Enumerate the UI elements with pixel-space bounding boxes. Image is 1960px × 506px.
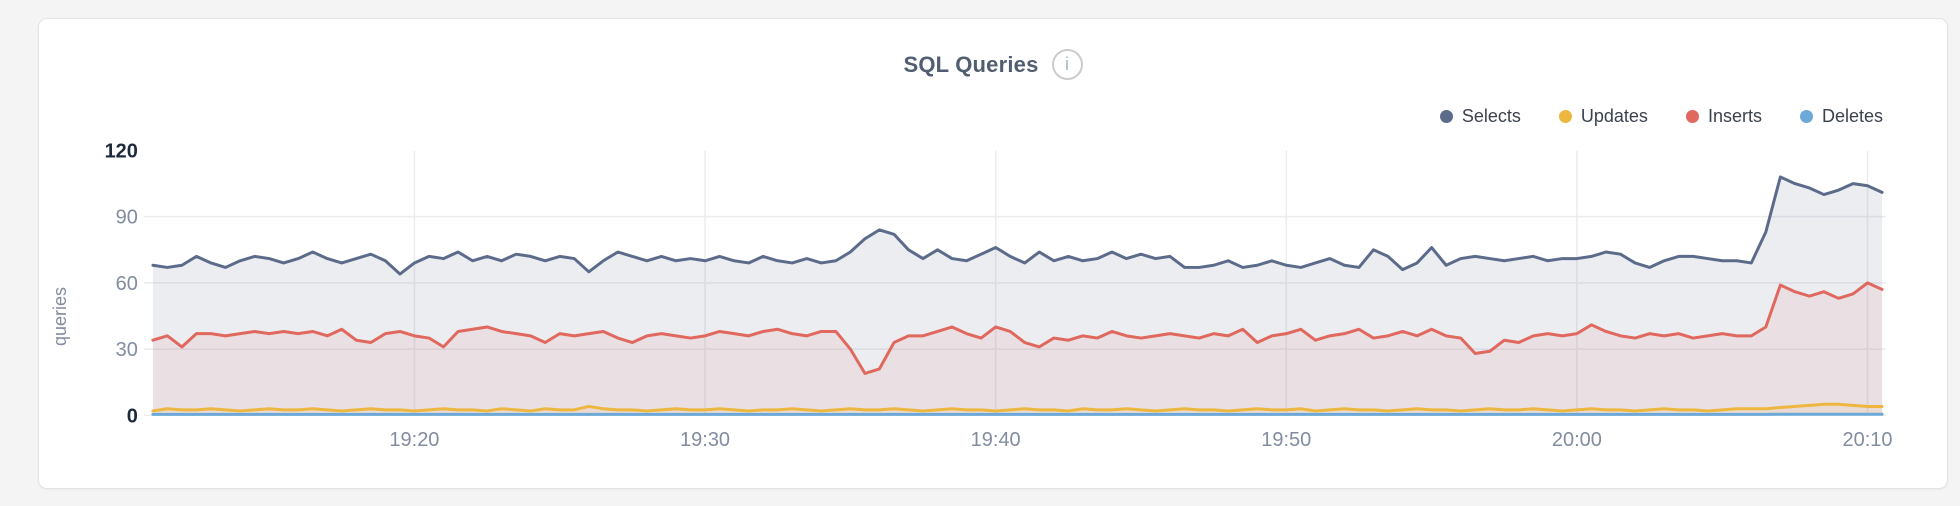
legend-label: Updates xyxy=(1580,106,1648,126)
info-icon[interactable]: i xyxy=(1051,49,1083,80)
updates-dot-icon xyxy=(1558,110,1572,123)
legend-label: Selects xyxy=(1461,106,1521,126)
x-tick-label: 20:10 xyxy=(1843,429,1893,451)
area-selects xyxy=(152,176,1883,416)
legend-item-inserts[interactable]: Inserts xyxy=(1685,106,1762,127)
x-tick-label: 19:30 xyxy=(680,429,730,451)
panel-header: SQL Queries i xyxy=(39,49,1947,80)
legend-item-deletes[interactable]: Deletes xyxy=(1799,106,1883,127)
y-axis-label: queries xyxy=(50,286,70,346)
y-tick-label: 30 xyxy=(116,339,138,361)
x-tick-label: 20:00 xyxy=(1552,429,1602,451)
legend-label: Deletes xyxy=(1821,106,1883,126)
x-tick-label: 19:40 xyxy=(971,429,1021,451)
chart-area: 0 30 60 90 120 19:20 19:30 19:40 19:50 20:00 20:10 xyxy=(39,19,1947,488)
legend-label: Inserts xyxy=(1707,106,1762,126)
y-tick-label: 120 xyxy=(105,140,138,162)
y-tick-label: 0 xyxy=(127,405,138,427)
line-updates xyxy=(151,402,1884,413)
line-selects xyxy=(151,175,1884,276)
inserts-dot-icon xyxy=(1685,110,1699,123)
sql-queries-panel: SQL Queries i Selects Updates Inserts De… xyxy=(38,18,1948,489)
info-icon-glyph: i xyxy=(1065,54,1070,74)
y-tick-label: 60 xyxy=(116,273,138,295)
selects-dot-icon xyxy=(1439,110,1453,123)
x-tick-label: 19:50 xyxy=(1261,429,1311,451)
x-tick-label: 19:20 xyxy=(389,429,439,451)
chart-legend: Selects Updates Inserts Deletes xyxy=(1439,106,1883,127)
line-inserts xyxy=(151,281,1884,375)
y-tick-label: 90 xyxy=(116,207,138,229)
page-title: SQL Queries xyxy=(903,51,1039,77)
deletes-dot-icon xyxy=(1799,110,1813,123)
sql-queries-chart: 0 30 60 90 120 19:20 19:30 19:40 19:50 20:00 20:10 xyxy=(105,140,1893,451)
legend-item-selects[interactable]: Selects xyxy=(1439,106,1521,127)
area-inserts xyxy=(152,282,1883,416)
legend-item-updates[interactable]: Updates xyxy=(1558,106,1648,127)
